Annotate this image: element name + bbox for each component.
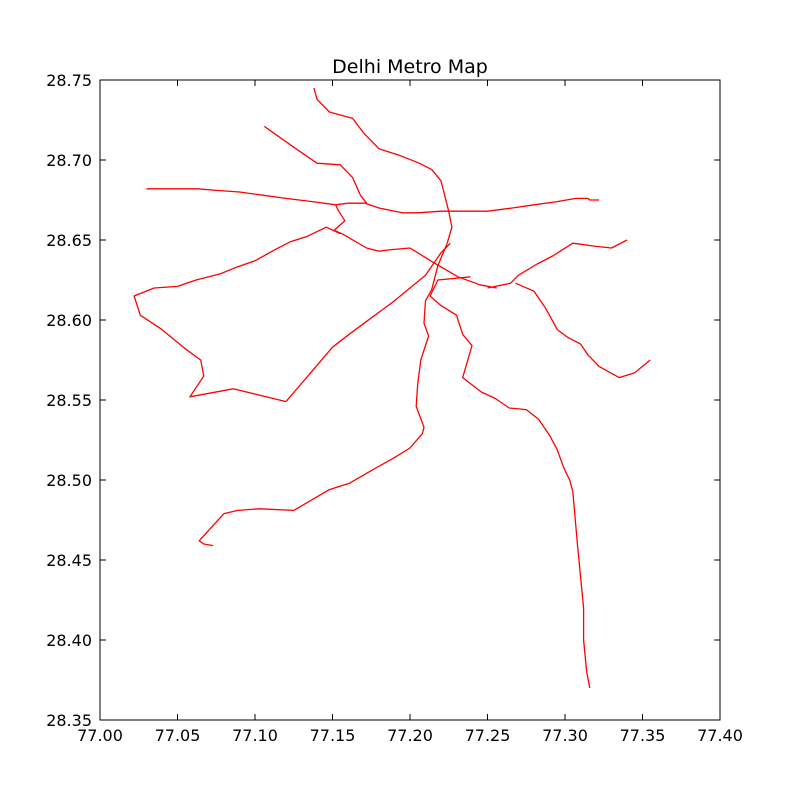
- y-tick-label: 28.70: [46, 151, 92, 170]
- axis-ticks: 77.00 77.05 77.10 77.15 77.20 77.25 77.30 77.35…: [46, 71, 743, 745]
- metro-lines: [133, 87, 651, 689]
- metro-line-7: [429, 276, 591, 689]
- x-tick-label: 77.25: [465, 726, 511, 745]
- x-tick-label: 77.30: [542, 726, 588, 745]
- y-tick-label: 28.50: [46, 471, 92, 490]
- y-tick-label: 28.65: [46, 231, 92, 250]
- metro-line-3: [263, 125, 368, 204]
- y-tick-label: 28.45: [46, 551, 92, 570]
- chart-title: Delhi Metro Map: [332, 56, 488, 78]
- x-tick-label: 77.40: [697, 726, 743, 745]
- y-tick-label: 28.55: [46, 391, 92, 410]
- x-tick-label: 77.05: [155, 726, 201, 745]
- y-tick-label: 28.40: [46, 631, 92, 650]
- metro-line-9: [487, 239, 628, 289]
- metro-line-2: [146, 188, 600, 214]
- x-tick-label: 77.10: [232, 726, 278, 745]
- x-tick-label: 77.35: [620, 726, 666, 745]
- y-tick-label: 28.35: [46, 711, 92, 730]
- x-tick-label: 77.00: [77, 726, 123, 745]
- metro-line-1: [198, 87, 453, 547]
- y-tick-label: 28.75: [46, 71, 92, 90]
- y-tick-label: 28.60: [46, 311, 92, 330]
- metro-line-5: [133, 226, 341, 403]
- plot-frame: [99, 79, 721, 721]
- x-tick-label: 77.15: [310, 726, 356, 745]
- metro-line-8: [515, 282, 651, 379]
- x-tick-label: 77.20: [387, 726, 433, 745]
- metro-line-6: [285, 242, 451, 403]
- metro-line-4: [333, 204, 497, 289]
